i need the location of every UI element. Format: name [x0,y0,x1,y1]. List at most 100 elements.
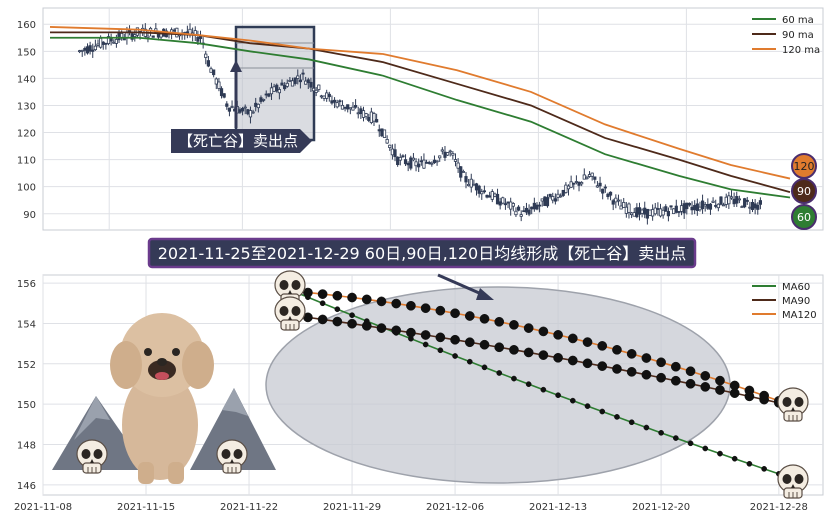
candle-body [685,202,689,210]
candle-body [622,202,626,208]
point-MA60 [349,312,355,319]
point-MA90 [347,318,357,329]
point-MA90 [391,325,402,336]
candle-body [482,190,487,193]
top-grid [43,8,823,230]
candle-body [330,100,334,104]
candle-body [727,195,731,205]
point-MA60 [717,450,723,457]
point-MA90 [435,332,446,343]
bottom-y-tick-label: 150 [17,400,36,411]
candle-body [367,116,371,121]
candle-body [403,159,408,165]
point-MA120 [626,349,637,359]
point-MA120 [420,303,431,314]
candle-body [96,43,100,46]
candle-body [414,161,418,167]
candle-body [703,204,707,207]
candle-body [740,206,744,208]
point-MA120 [317,289,328,299]
bottom-y-axis: 146 148 150 152 154 156 [17,279,36,492]
candle-body [661,209,665,216]
candle-body [277,89,281,94]
candle-body [690,206,694,211]
candle-body [632,212,636,217]
candle-body [430,162,434,165]
candle-body [687,202,692,206]
point-MA120 [450,308,460,319]
point-MA60 [584,403,591,409]
candle-body [566,185,571,190]
candle-body [209,68,213,73]
candle-body [240,108,245,112]
point-MA60 [319,300,326,307]
candle-body [256,103,260,109]
top-y-tick-label: 140 [17,74,36,85]
ma-line-60-ma [50,36,791,199]
candle-body [514,210,518,216]
candle-body [114,39,118,44]
candle-body [146,35,150,38]
banner-text: 2021-11-25至2021-12-29 60日,90日,120日均线形成【死… [158,244,687,263]
top-y-tick-label: 90 [23,210,36,221]
candle-body [99,37,103,48]
bottom-x-tick-label: 2021-11-29 [323,502,381,513]
candle-body [577,181,581,186]
candle-body [93,45,97,51]
point-MA120 [597,341,608,351]
candle-body [440,149,444,152]
candle-body [724,196,728,205]
candle-body [448,150,452,153]
candle-body [356,112,360,115]
bottom-x-tick-label: 2021-11-22 [220,502,278,513]
candle-body [635,207,639,218]
candle-body [409,157,413,169]
candle-body [309,81,313,88]
candle-body [353,105,358,108]
point-MA60 [628,419,635,426]
candle-body [406,162,410,166]
candle-body [503,203,508,206]
point-MA120 [494,316,505,327]
point-MA120 [376,296,387,307]
poodle-illustration [52,313,276,484]
callout: 【死亡谷】卖出点 [171,60,312,153]
banner-pointer-head [476,288,494,300]
candle-body [109,38,113,42]
candle-body [467,183,471,187]
badge-120-label: 120 [794,160,815,173]
candle-body [83,48,87,51]
candle-body [112,41,116,44]
candle-body [275,84,279,92]
poodle-ear [110,341,142,389]
candle-body [461,171,465,173]
candle-body [593,176,597,180]
candle-body [608,191,613,196]
candle-body [624,206,628,214]
top-plot-frame [42,7,824,231]
candle-body [658,208,663,217]
point-MA120 [479,313,490,324]
point-MA120 [464,311,475,321]
candle-body [711,200,715,203]
candle-body [401,155,405,158]
candle-body [172,29,176,32]
moving-average-lines [49,26,791,199]
candle-body [456,162,460,169]
candle-body [364,113,368,118]
candle-body [653,207,657,215]
legend-label-60ma: 60 ma [782,15,814,26]
candle-body [490,191,494,200]
point-MA90 [450,334,460,345]
top-y-tick-label: 130 [17,101,36,112]
point-MA90 [567,355,578,366]
candle-body [301,72,305,75]
candle-body [603,186,607,189]
candle-body [485,194,489,198]
candle-body [648,209,652,216]
candle-body [758,200,763,205]
candle-body [351,106,355,111]
candle-body [340,104,345,110]
candle-body [335,102,339,108]
